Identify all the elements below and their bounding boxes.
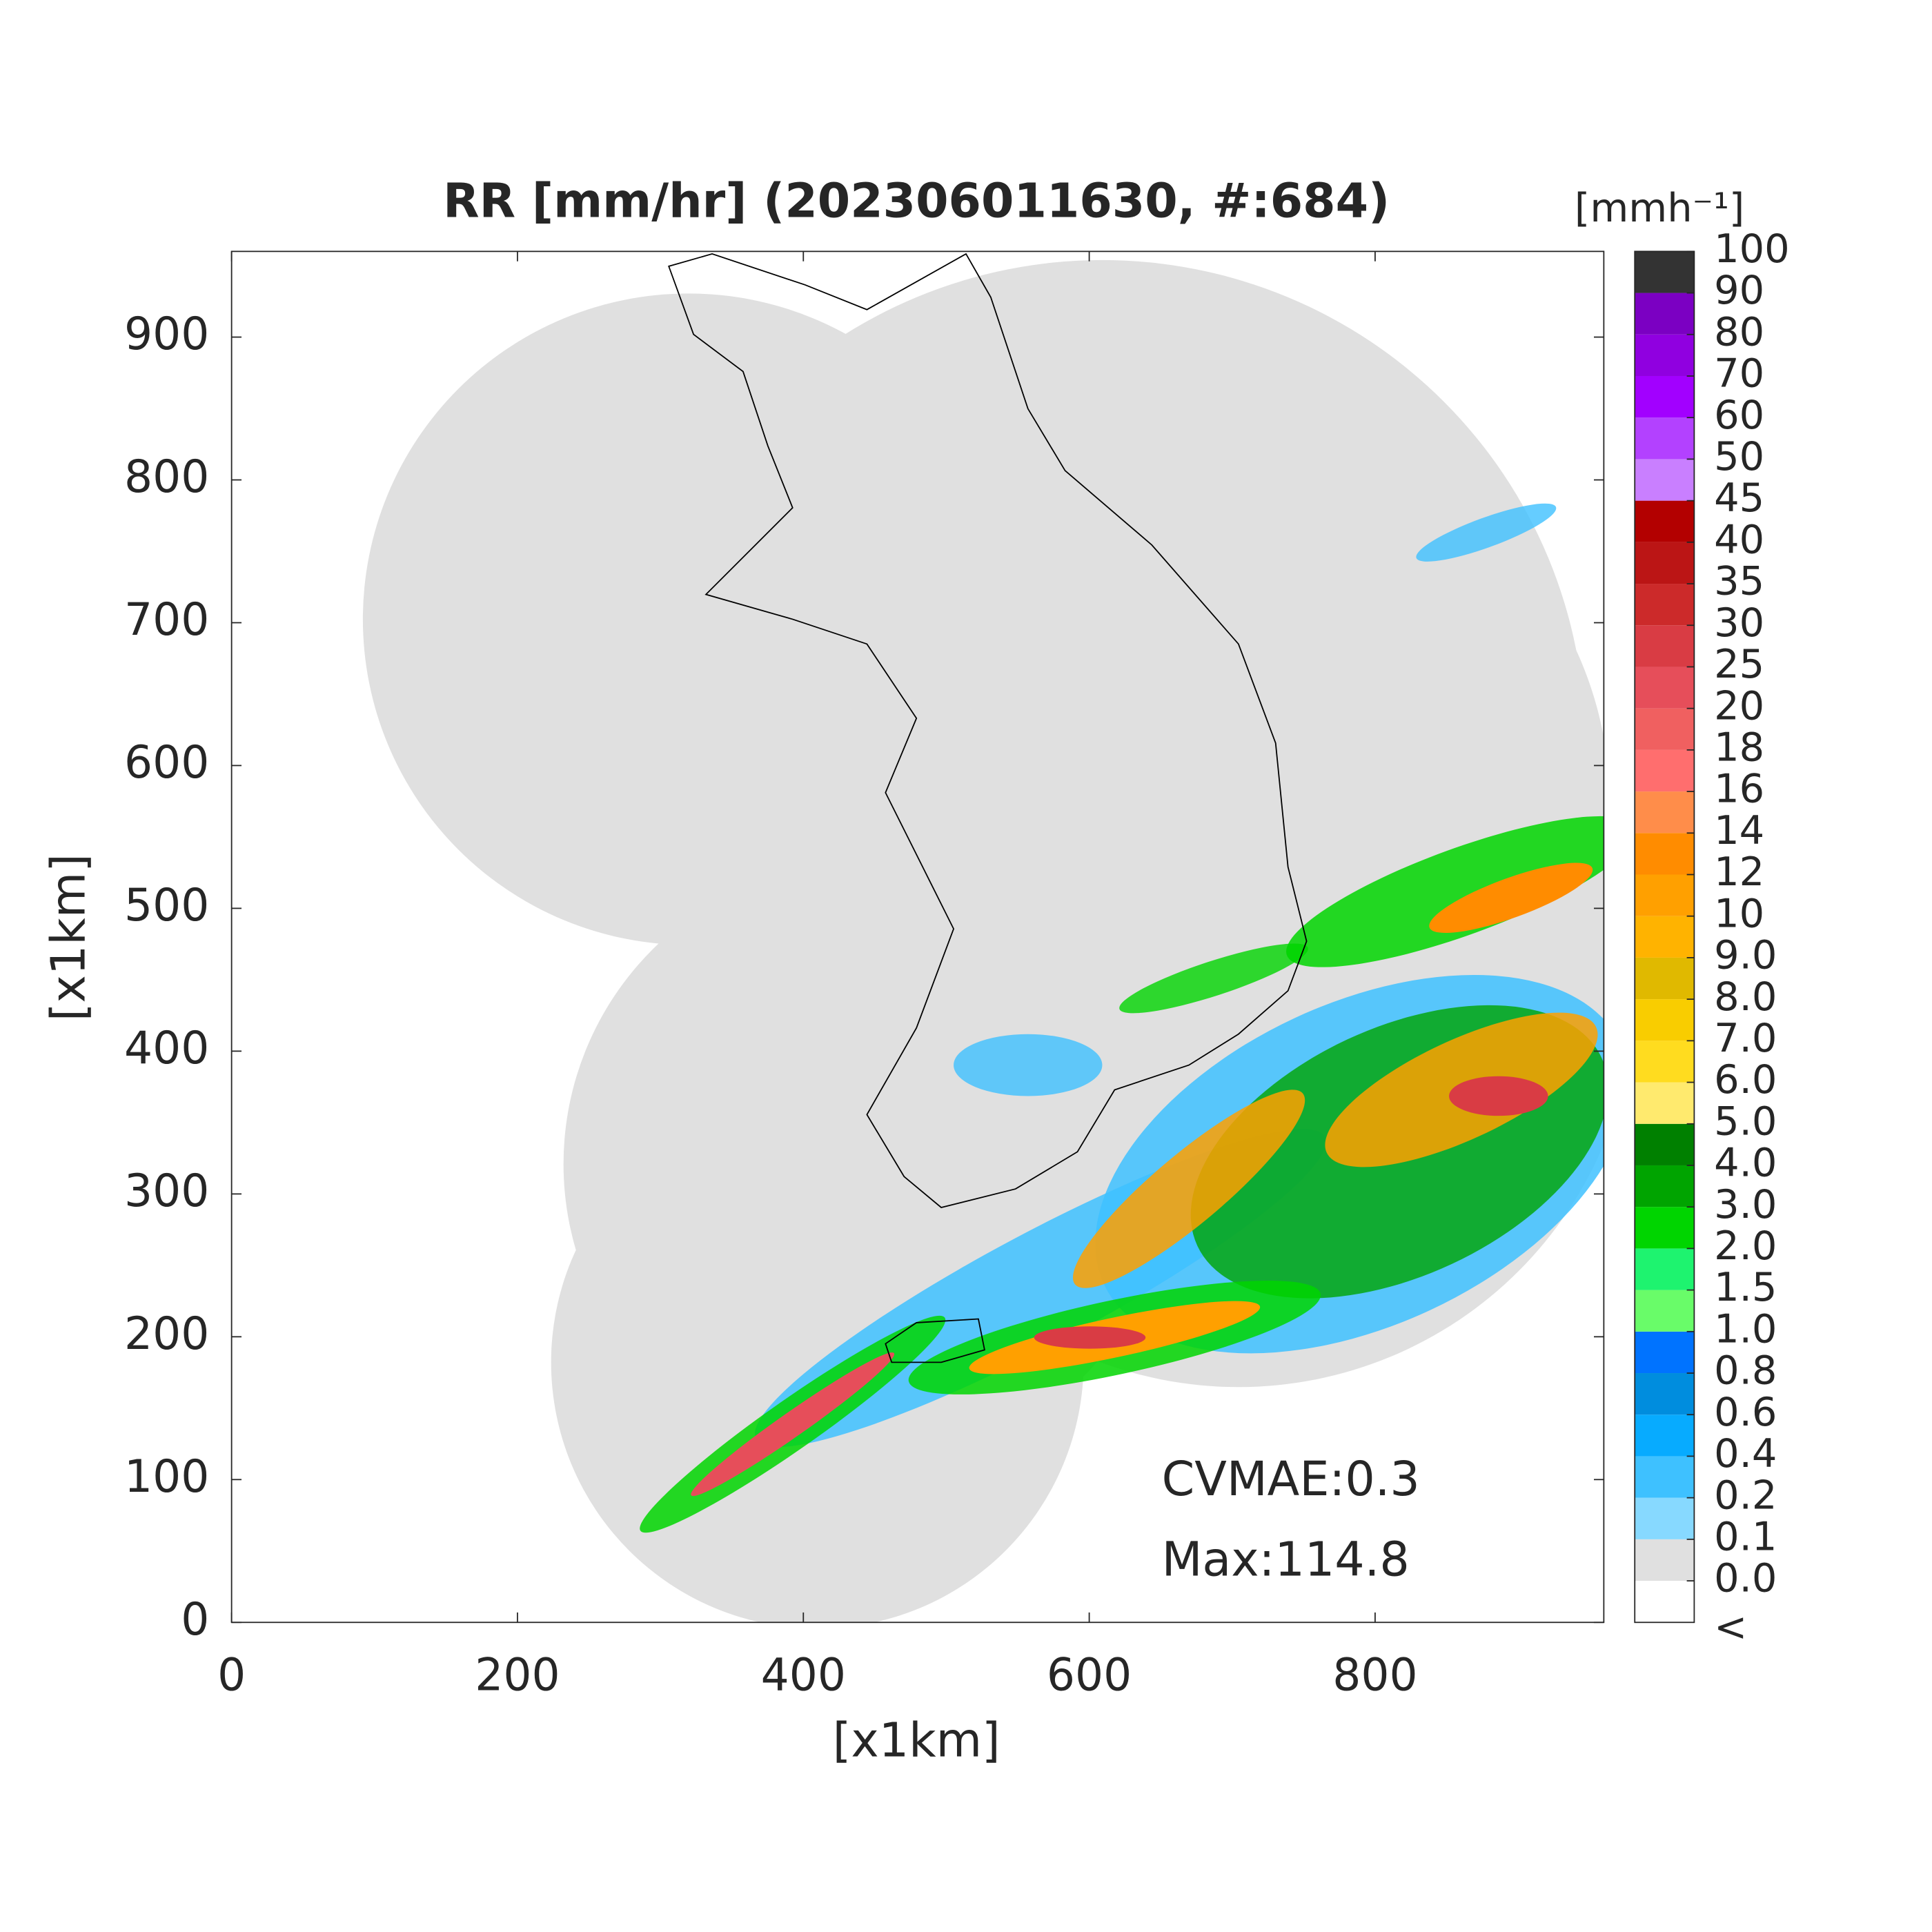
colorbar-segment xyxy=(1635,1581,1695,1623)
colorbar-label: 50 xyxy=(1714,433,1764,480)
colorbar-label: 0.0 xyxy=(1714,1555,1777,1601)
colorbar-label: 4.0 xyxy=(1714,1140,1777,1186)
colorbar-segment xyxy=(1635,293,1695,335)
colorbar-label: 0.4 xyxy=(1714,1430,1777,1477)
colorbar-label: 0.6 xyxy=(1714,1389,1777,1435)
y-tick-label: 100 xyxy=(124,1451,209,1503)
colorbar-label: 5.0 xyxy=(1714,1098,1777,1144)
x-tick-label: 0 xyxy=(217,1650,246,1702)
y-tick-label: 800 xyxy=(124,451,209,503)
colorbar-segment xyxy=(1635,251,1695,293)
colorbar-segment xyxy=(1635,1207,1695,1249)
colorbar-segment xyxy=(1635,1082,1695,1124)
colorbar-segment xyxy=(1635,1373,1695,1415)
colorbar-segment xyxy=(1635,1123,1695,1165)
y-tick-label: 500 xyxy=(124,880,209,931)
colorbar-label: 1.0 xyxy=(1714,1305,1777,1352)
colorbar-segment xyxy=(1635,874,1695,916)
colorbar-segment xyxy=(1635,916,1695,958)
colorbar-segment xyxy=(1635,1539,1695,1581)
colorbar-label: 10 xyxy=(1714,890,1764,936)
x-tick-label: 800 xyxy=(1332,1650,1417,1702)
colorbar-label: 7.0 xyxy=(1714,1015,1777,1061)
colorbar-label: 14 xyxy=(1714,807,1764,854)
colorbar-segment xyxy=(1635,999,1695,1041)
colorbar-label: 9.0 xyxy=(1714,932,1777,978)
colorbar-segment xyxy=(1635,459,1695,501)
colorbar-label: 70 xyxy=(1714,351,1764,397)
x-tick-label: 600 xyxy=(1047,1650,1132,1702)
colorbar-segment xyxy=(1635,625,1695,667)
colorbar-label: 20 xyxy=(1714,682,1764,729)
colorbar-frame xyxy=(1634,250,1695,1624)
x-axis-label: [x1km] xyxy=(833,1714,1000,1768)
colorbar-label: 0.1 xyxy=(1714,1513,1777,1559)
colorbar-label: 12 xyxy=(1714,849,1764,895)
island-outline xyxy=(885,1318,985,1363)
colorbar-label: 45 xyxy=(1714,475,1764,521)
radar-field xyxy=(362,253,1604,1623)
y-tick-label: 700 xyxy=(124,594,209,646)
chart-title: RR [mm/hr] (202306011630, #:684) xyxy=(443,175,1390,229)
colorbar-label: 30 xyxy=(1714,600,1764,646)
colorbar-label: < xyxy=(1714,1604,1747,1650)
y-tick-label: 600 xyxy=(124,737,209,789)
colorbar-label: 2.0 xyxy=(1714,1223,1777,1269)
colorbar-label: 0.8 xyxy=(1714,1348,1777,1394)
colorbar-segment xyxy=(1635,1497,1695,1539)
colorbar-segment xyxy=(1635,957,1695,1000)
colorbar-label: 6.0 xyxy=(1714,1056,1777,1103)
x-tick-label: 400 xyxy=(761,1650,846,1702)
colorbar-label: 25 xyxy=(1714,641,1764,687)
annotation: Max:114.8 xyxy=(1162,1533,1410,1588)
y-tick-label: 300 xyxy=(124,1165,209,1217)
colorbar-segment xyxy=(1635,375,1695,418)
colorbar-segment xyxy=(1635,542,1695,584)
colorbar-segment xyxy=(1635,584,1695,626)
colorbar-label: 1.5 xyxy=(1714,1264,1777,1310)
colorbar-segment xyxy=(1635,1414,1695,1457)
colorbar-segment xyxy=(1635,500,1695,542)
colorbar-label: 16 xyxy=(1714,766,1764,812)
y-tick-label: 0 xyxy=(181,1594,209,1646)
plot-frame xyxy=(230,250,1605,1624)
radar-coverage xyxy=(362,259,1604,1623)
colorbar-segment xyxy=(1635,1456,1695,1498)
colorbar-segment xyxy=(1635,334,1695,376)
colorbar-label: 3.0 xyxy=(1714,1181,1777,1228)
colorbar-segment xyxy=(1635,749,1695,792)
colorbar-title: [mmh⁻¹] xyxy=(1575,185,1744,231)
coastline xyxy=(668,253,1308,1208)
colorbar-segment xyxy=(1635,1248,1695,1290)
colorbar-label: 18 xyxy=(1714,724,1764,771)
colorbar-segment xyxy=(1635,1041,1695,1083)
colorbar-label: 8.0 xyxy=(1714,974,1777,1020)
y-axis-label: [x1km] xyxy=(42,854,97,1021)
colorbar-segment xyxy=(1635,417,1695,460)
colorbar-label: 100 xyxy=(1714,226,1790,272)
colorbar-segment xyxy=(1635,1290,1695,1332)
colorbar-segment xyxy=(1635,667,1695,709)
y-tick-label: 900 xyxy=(124,308,209,360)
colorbar-segment xyxy=(1635,1331,1695,1374)
annotation: CVMAE:0.3 xyxy=(1162,1452,1420,1507)
colorbar-label: 0.2 xyxy=(1714,1472,1777,1518)
colorbar-label: 35 xyxy=(1714,558,1764,604)
colorbar-label: 60 xyxy=(1714,392,1764,438)
colorbar-label: 40 xyxy=(1714,516,1764,562)
y-tick-label: 200 xyxy=(124,1308,209,1360)
colorbar-label: 80 xyxy=(1714,308,1764,355)
colorbar-label: 90 xyxy=(1714,267,1764,313)
colorbar-segment xyxy=(1635,708,1695,750)
colorbar-segment xyxy=(1635,833,1695,875)
x-tick-label: 200 xyxy=(475,1650,560,1702)
precipitation-bands xyxy=(640,503,1604,1533)
colorbar-segment xyxy=(1635,1165,1695,1208)
y-tick-label: 400 xyxy=(124,1023,209,1074)
colorbar-segment xyxy=(1635,791,1695,834)
